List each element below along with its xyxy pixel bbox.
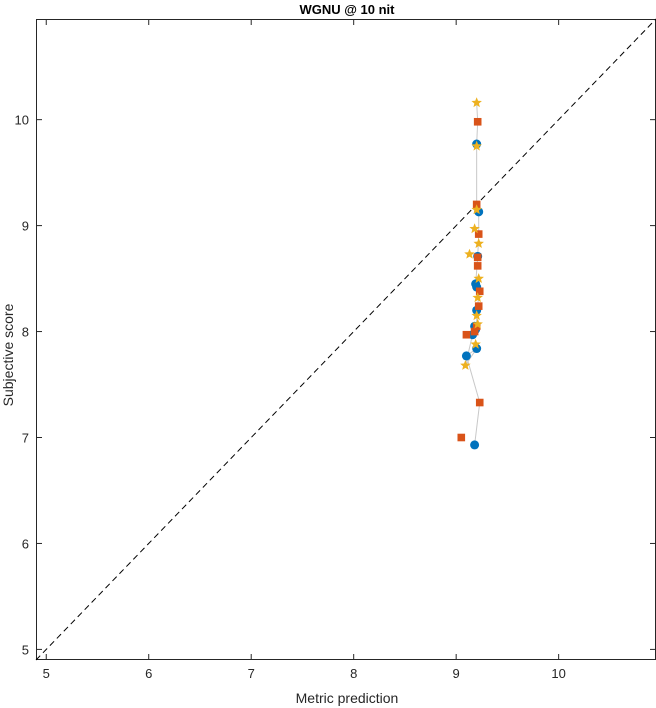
data-point-square: [473, 262, 482, 270]
data-point-square: [475, 398, 484, 407]
chart-title: WGNU @ 10 nit: [299, 2, 395, 17]
y-tick-label: 6: [22, 536, 29, 551]
data-point-star: [469, 223, 480, 234]
data-point-square: [473, 117, 482, 126]
x-tick-label: 7: [248, 666, 255, 681]
x-tick-label: 10: [551, 666, 565, 681]
data-point-square: [457, 433, 466, 442]
data-point-square: [462, 330, 471, 339]
y-axis-label: Subjective score: [0, 303, 16, 406]
data-point-star: [471, 204, 482, 215]
data-point-star: [472, 318, 483, 329]
x-tick-label: 6: [145, 666, 152, 681]
data-point-star: [471, 310, 482, 321]
data-point-square: [473, 253, 482, 262]
data-point-star: [473, 273, 484, 284]
data-point-star: [470, 338, 481, 349]
data-point-square: [470, 327, 479, 336]
x-axis-label: Metric prediction: [296, 690, 399, 706]
x-tick-label: 9: [453, 666, 460, 681]
plot-area: 5 6 7 8 9 10 5 6 7 8 9 10: [15, 18, 656, 681]
y-tick-label: 10: [15, 113, 29, 128]
data-point-square: [474, 302, 483, 310]
data-point-square: [474, 230, 483, 238]
y-tick-label: 9: [22, 219, 29, 234]
y-tick-label: 8: [22, 325, 29, 340]
data-point-star: [464, 248, 475, 259]
data-point-star: [471, 97, 482, 108]
x-tick-label: 8: [350, 666, 357, 681]
y-tick-label: 5: [22, 642, 29, 657]
data-point-star: [471, 140, 482, 151]
data-point-star: [460, 359, 471, 370]
data-point-circle: [470, 440, 480, 450]
reference-diagonal-line: [35, 18, 656, 661]
data-point-star: [473, 238, 484, 249]
data-point-square: [475, 287, 484, 296]
data-point-star: [472, 292, 483, 303]
x-tick-label: 5: [43, 666, 50, 681]
connector-line: [464, 102, 481, 445]
data-point-circle: [461, 351, 471, 361]
y-tick-label: 7: [22, 431, 29, 446]
